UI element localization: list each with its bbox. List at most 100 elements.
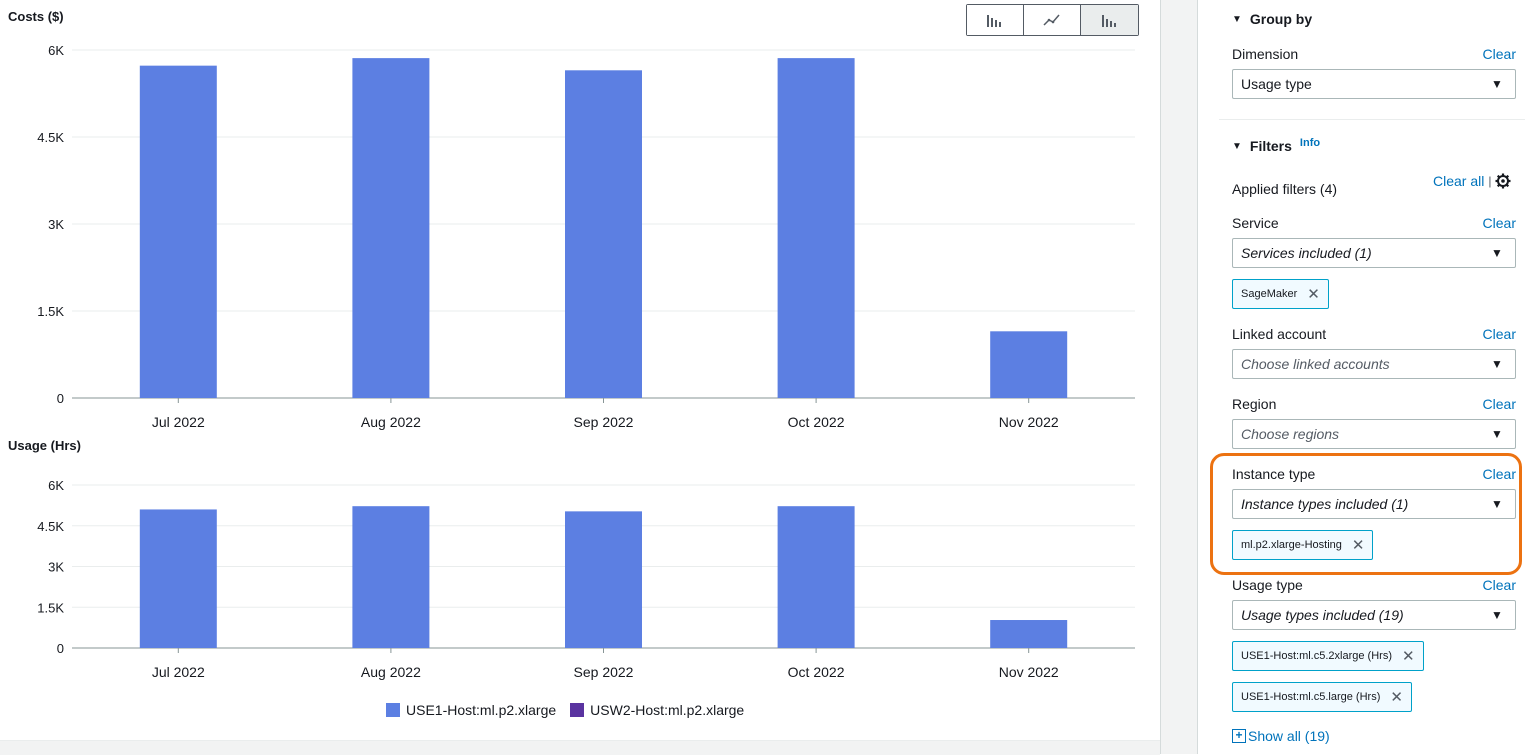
- y-tick-label: 1.5K: [37, 304, 64, 319]
- bar-chart-button[interactable]: [967, 5, 1024, 35]
- linked-account-clear-link[interactable]: Clear: [1482, 326, 1516, 342]
- filter-panel: ▼ Group by Dimension Clear Usage type ▼ …: [1199, 0, 1538, 754]
- remove-token-icon[interactable]: ✕: [1401, 648, 1415, 665]
- remove-token-icon[interactable]: ✕: [1390, 689, 1403, 706]
- service-label: Service: [1232, 215, 1279, 231]
- stacked-bar-chart-button[interactable]: [1081, 5, 1138, 35]
- remove-token-icon[interactable]: ✕: [1351, 537, 1365, 554]
- info-link[interactable]: Info: [1299, 137, 1321, 149]
- dimension-label: Dimension: [1232, 46, 1299, 62]
- legend-label: USE1-Host:ml.p2.xlarge: [406, 702, 557, 718]
- service-select-value: Services included (1): [1241, 245, 1372, 261]
- usage-type-label: Usage type: [1232, 577, 1303, 593]
- x-tick-label: Jul 2022: [152, 664, 205, 680]
- instance-type-select-value: Instance types included (1): [1241, 496, 1409, 512]
- clear-all-group: Clear all |: [1433, 173, 1511, 189]
- service-select[interactable]: Services included (1) ▼: [1232, 238, 1516, 268]
- filters-title: Filters: [1249, 138, 1292, 154]
- y-tick-label: 4.5K: [37, 130, 64, 145]
- linked-account-label: Linked account: [1232, 326, 1327, 342]
- legend-label: USW2-Host:ml.p2.xlarge: [590, 702, 745, 718]
- region-select[interactable]: Choose regions ▼: [1232, 419, 1516, 449]
- bar-chart-icon: [987, 15, 1001, 27]
- line-chart-icon: [1043, 14, 1060, 26]
- filters-header[interactable]: ▼ Filters Info: [1232, 137, 1321, 154]
- dimension-select-value: Usage type: [1241, 76, 1312, 92]
- region-clear-link[interactable]: Clear: [1482, 396, 1516, 412]
- instance-type-label: Instance type: [1232, 466, 1316, 482]
- bottom-strip: [0, 740, 1160, 755]
- x-tick-label: Sep 2022: [574, 664, 634, 680]
- charts-svg: 0 1.5K 3K 4.5K 6K Jul 2022 Aug 2022 Sep 2022 Oct…: [37, 43, 1135, 680]
- legend-item-usw2[interactable]: USW2-Host:ml.p2.xlarge: [570, 702, 744, 718]
- caret-down-icon: ▼: [1232, 13, 1242, 25]
- dropdown-arrow-icon: ▼: [1491, 246, 1503, 260]
- x-tick-label: Nov 2022: [999, 664, 1059, 680]
- bar: [565, 511, 642, 648]
- dimension-clear-link[interactable]: Clear: [1482, 46, 1516, 62]
- dropdown-arrow-icon: ▼: [1491, 497, 1503, 511]
- x-tick-label: Oct 2022: [788, 664, 845, 680]
- usage-chart-title: Usage (Hrs): [8, 438, 81, 453]
- stacked-bar-chart-icon: [1101, 15, 1116, 27]
- dropdown-arrow-icon: ▼: [1491, 427, 1503, 441]
- x-tick-label: Oct 2022: [788, 414, 845, 430]
- dropdown-arrow-icon: ▼: [1491, 77, 1503, 91]
- usage-type-select[interactable]: Usage types included (19) ▼: [1232, 600, 1516, 630]
- y-tick-label: 3K: [48, 560, 64, 575]
- service-token: SageMaker ✕: [1232, 279, 1329, 309]
- applied-filters-label: Applied filters (4): [1232, 181, 1338, 197]
- chart-legend: USE1-Host:ml.p2.xlarge USW2-Host:ml.p2.x…: [386, 702, 744, 718]
- legend-swatch: [570, 703, 585, 717]
- y-tick-label: 6K: [48, 43, 64, 58]
- bar: [777, 58, 855, 399]
- usage-type-clear-link[interactable]: Clear: [1482, 577, 1516, 593]
- y-tick-label: 4.5K: [37, 519, 64, 534]
- legend-item-use1[interactable]: USE1-Host:ml.p2.xlarge: [386, 702, 556, 718]
- y-tick-label: 0: [57, 391, 64, 406]
- line-chart-button[interactable]: [1024, 5, 1081, 35]
- instance-type-select[interactable]: Instance types included (1) ▼: [1232, 489, 1516, 519]
- service-clear-link[interactable]: Clear: [1482, 215, 1516, 231]
- x-tick-label: Aug 2022: [361, 414, 421, 430]
- gear-icon[interactable]: [1495, 173, 1511, 189]
- show-all-link[interactable]: + Show all (19): [1232, 728, 1330, 744]
- chart-area: 0 1.5K 3K 4.5K 6K Jul 2022 Aug 2022 Sep 2022 Oct…: [8, 4, 1139, 718]
- bar: [565, 70, 642, 399]
- token-label: USE1-Host:ml.c5.large (Hrs): [1241, 691, 1381, 703]
- panel-divider[interactable]: [1160, 0, 1198, 754]
- group-by-header[interactable]: ▼ Group by: [1232, 11, 1312, 27]
- instance-type-token: ml.p2.xlarge-Hosting ✕: [1232, 530, 1374, 560]
- x-tick-label: Nov 2022: [999, 414, 1059, 430]
- linked-account-select[interactable]: Choose linked accounts ▼: [1232, 349, 1516, 379]
- divider-line: [1219, 119, 1525, 120]
- bar: [352, 506, 430, 648]
- x-tick-label: Aug 2022: [361, 664, 421, 680]
- linked-account-placeholder: Choose linked accounts: [1241, 356, 1390, 372]
- bar: [139, 509, 217, 648]
- bar: [352, 58, 430, 399]
- caret-down-icon: ▼: [1232, 140, 1242, 152]
- token-label: USE1-Host:ml.c5.2xlarge (Hrs): [1241, 650, 1392, 662]
- show-all-label: Show all (19): [1248, 728, 1330, 744]
- remove-token-icon[interactable]: ✕: [1307, 286, 1320, 303]
- bar: [777, 506, 855, 648]
- usage-type-token: USE1-Host:ml.c5.large (Hrs) ✕: [1232, 682, 1412, 712]
- dropdown-arrow-icon: ▼: [1491, 357, 1503, 371]
- x-tick-label: Jul 2022: [152, 414, 205, 430]
- group-by-title: Group by: [1249, 11, 1313, 27]
- dimension-select[interactable]: Usage type ▼: [1232, 69, 1516, 99]
- dropdown-arrow-icon: ▼: [1491, 608, 1503, 622]
- usage-type-select-value: Usage types included (19): [1241, 607, 1404, 623]
- region-placeholder: Choose regions: [1241, 426, 1340, 442]
- separator: |: [1488, 174, 1492, 188]
- clear-all-link[interactable]: Clear all: [1433, 173, 1485, 189]
- instance-type-clear-link[interactable]: Clear: [1482, 466, 1516, 482]
- costs-chart-title: Costs ($): [8, 9, 64, 24]
- y-tick-label: 3K: [48, 217, 64, 232]
- expand-plus-icon: +: [1232, 729, 1246, 743]
- chart-type-toggle: [966, 4, 1139, 36]
- token-label: ml.p2.xlarge-Hosting: [1241, 539, 1342, 551]
- y-tick-label: 6K: [48, 478, 64, 493]
- bar: [990, 620, 1068, 648]
